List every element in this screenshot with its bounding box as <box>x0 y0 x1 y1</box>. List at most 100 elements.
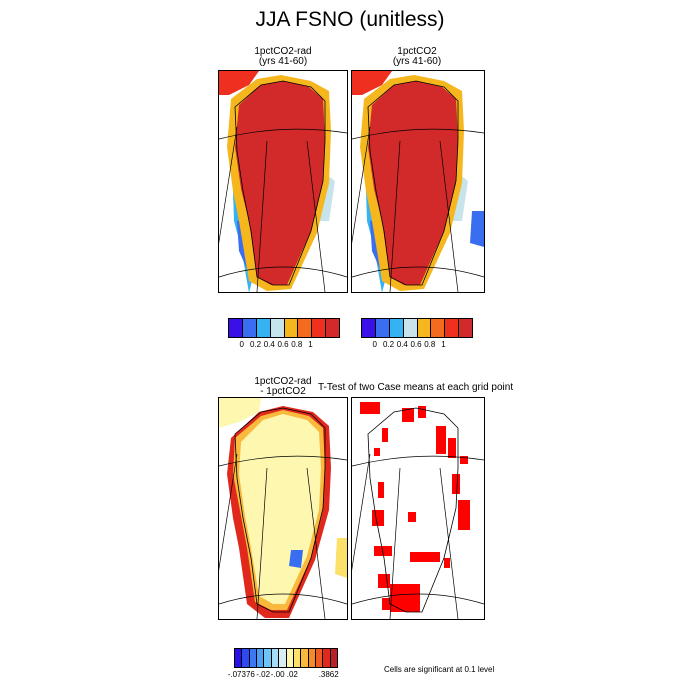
colorbar-swatch <box>315 649 324 667</box>
colorbar-swatch <box>298 319 313 337</box>
panel3-colorbar <box>234 648 338 668</box>
panel4-significant-cells <box>360 402 470 612</box>
colorbar-tick-label: 0 <box>239 340 244 349</box>
panel3-light-north <box>219 398 261 428</box>
panel2-subtitle: 1pctCO2 (yrs 41-60) <box>352 47 482 67</box>
colorbar-swatch <box>375 319 390 337</box>
colorbar-swatch <box>362 319 376 337</box>
colorbar-swatch <box>459 319 472 337</box>
panel3-gridlines <box>219 453 347 619</box>
panel3-subtitle-line2: - 1pctCO2 <box>260 386 306 397</box>
panel3-map <box>218 397 348 620</box>
panel1-subtitle-line1: 1pctCO2-rad <box>254 46 312 57</box>
colorbar-swatch <box>323 649 331 667</box>
panel4-cell <box>378 574 390 588</box>
colorbar-swatch <box>312 319 327 337</box>
panel4-cell <box>372 510 384 526</box>
panel1-north-patch <box>219 71 259 95</box>
panel4-cell <box>382 428 388 442</box>
colorbar-swatch <box>264 649 272 667</box>
panel4-cell <box>360 402 380 414</box>
ttest-title: T-Test of two Case means at each grid po… <box>318 382 514 393</box>
colorbar-tick-label: 0.6 <box>410 340 422 349</box>
colorbar-swatch <box>417 319 432 337</box>
colorbar-tick-label: 0.4 <box>396 340 408 349</box>
colorbar-swatch <box>326 319 339 337</box>
panel1-subtitle: 1pctCO2-rad (yrs 41-60) <box>218 47 348 67</box>
colorbar-swatch <box>301 649 309 667</box>
panel4-cell <box>436 426 446 454</box>
panel4-cell <box>374 448 380 456</box>
colorbar-tick-label: -.07376 <box>227 670 255 679</box>
panel4-cell <box>460 456 468 464</box>
colorbar-swatch <box>330 649 338 667</box>
panel4-cell <box>390 584 420 612</box>
panel4-gridlines <box>352 453 484 619</box>
panel4-cell <box>458 500 470 530</box>
panel2-map <box>351 70 485 293</box>
colorbar-tick-label: .02 <box>286 670 298 679</box>
colorbar-tick-label: 1 <box>441 340 446 349</box>
colorbar-tick-label: 0.8 <box>291 340 303 349</box>
panel2-gridlines <box>352 126 484 292</box>
colorbar-swatch <box>229 319 243 337</box>
colorbar-tick-label: 0.2 <box>382 340 395 349</box>
panel1-map <box>218 70 348 293</box>
panel1-snow-field <box>219 71 335 292</box>
significance-note: Cells are significant at 0.1 level <box>384 665 495 674</box>
colorbar-swatch <box>242 649 250 667</box>
colorbar-tick-label: -.00 <box>270 670 285 679</box>
colorbar-swatch <box>389 319 404 337</box>
panel4-cell <box>448 438 456 458</box>
panel1-colorbar <box>228 318 340 338</box>
panel2-subtitle-line1: 1pctCO2 <box>397 46 437 57</box>
panel2-colorbar <box>361 318 473 338</box>
colorbar-swatch <box>257 649 265 667</box>
colorbar-swatch <box>431 319 446 337</box>
colorbar-tick-label: 0.4 <box>263 340 275 349</box>
colorbar-tick-label: 0.6 <box>277 340 289 349</box>
panel4-cell <box>382 598 392 610</box>
colorbar-tick-label: 0 <box>372 340 377 349</box>
panel1-subtitle-line2: (yrs 41-60) <box>258 56 308 67</box>
figure-title: JJA FSNO (unitless) <box>255 8 445 31</box>
panel4-cell <box>408 512 416 522</box>
panel2-blue-east-patch <box>470 211 484 247</box>
colorbar-swatch <box>403 319 418 337</box>
colorbar-swatch <box>445 319 460 337</box>
panel4-coastline <box>367 407 459 613</box>
colorbar-swatch <box>293 649 302 667</box>
colorbar-swatch <box>270 319 285 337</box>
panel3-blue-patch <box>289 550 303 568</box>
panel2-north-patch <box>352 71 392 95</box>
colorbar-tick-label: 0.8 <box>424 340 436 349</box>
panel4-map <box>351 397 485 620</box>
colorbar-swatch <box>284 319 299 337</box>
panel4-cell <box>418 406 426 418</box>
panel4-cell <box>410 552 440 562</box>
panel4-cell <box>378 482 384 498</box>
panel3-east-patch <box>335 538 347 578</box>
colorbar-tick-label: 1 <box>308 340 313 349</box>
panel1-gridlines <box>219 126 347 292</box>
colorbar-swatch <box>286 649 294 667</box>
panel4-cell <box>444 558 450 568</box>
colorbar-swatch <box>249 649 258 667</box>
panel1-coastline <box>234 80 326 286</box>
panel2-coastline <box>367 80 459 286</box>
colorbar-swatch <box>308 649 316 667</box>
colorbar-tick-label: .3862 <box>318 670 339 679</box>
colorbar-swatch <box>256 319 271 337</box>
colorbar-tick-label: 0.2 <box>249 340 262 349</box>
colorbar-swatch <box>279 649 287 667</box>
panel2-subtitle-line2: (yrs 41-60) <box>392 56 442 67</box>
panel3-subtitle-line1: 1pctCO2-rad <box>254 376 312 387</box>
panel4-cell <box>402 408 414 422</box>
colorbar-swatch <box>271 649 280 667</box>
colorbar-swatch <box>242 319 257 337</box>
colorbar-tick-label: -.02 <box>256 670 271 679</box>
panel3-subtitle: 1pctCO2-rad - 1pctCO2 <box>218 377 348 397</box>
panel3-coastline <box>234 407 326 613</box>
panel4-cell <box>452 474 460 494</box>
colorbar-swatch <box>235 649 243 667</box>
